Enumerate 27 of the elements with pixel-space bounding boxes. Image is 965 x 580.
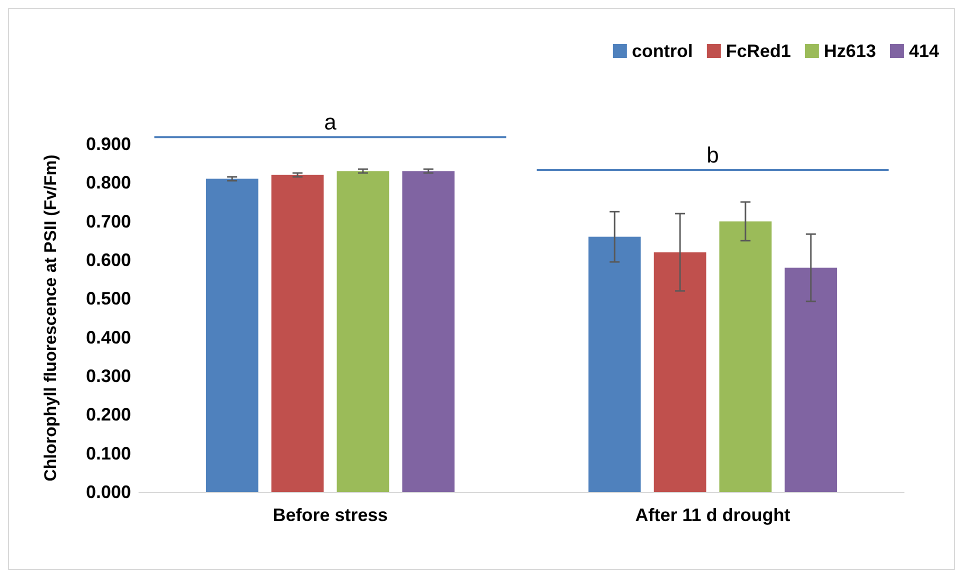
bar (206, 178, 258, 492)
annotation: b (706, 142, 719, 168)
y-tick-label: 0.400 (86, 327, 131, 348)
y-tick-label: 0.100 (86, 443, 131, 464)
bar (402, 171, 455, 492)
y-tick-label: 0.500 (86, 288, 131, 309)
bar (719, 221, 772, 492)
x-tick-label: Before stress (272, 505, 388, 525)
y-tick-label: 0.000 (86, 482, 131, 502)
x-tick-label: After 11 d drought (635, 505, 790, 525)
legend-label: Hz613 (824, 41, 876, 61)
bar (271, 174, 324, 492)
bar (336, 171, 390, 492)
legend-label: FcRed1 (726, 41, 791, 61)
legend-label: 414 (908, 41, 940, 61)
y-tick-label: 0.200 (86, 404, 131, 425)
y-tick-label: 0.300 (86, 366, 131, 386)
y-tick-label: 0.800 (86, 172, 131, 193)
y-axis-title: Chlorophyll fluorescence at PSII (Fv/Fm) (41, 154, 60, 482)
bar (654, 252, 706, 492)
y-tick-label: 0.700 (86, 211, 131, 232)
y-tick-label: 0.900 (86, 134, 131, 154)
bar (588, 236, 641, 492)
legend-label: control (632, 41, 693, 61)
text: a (324, 110, 338, 135)
bar (784, 268, 838, 492)
y-tick-label: 0.600 (86, 250, 131, 270)
